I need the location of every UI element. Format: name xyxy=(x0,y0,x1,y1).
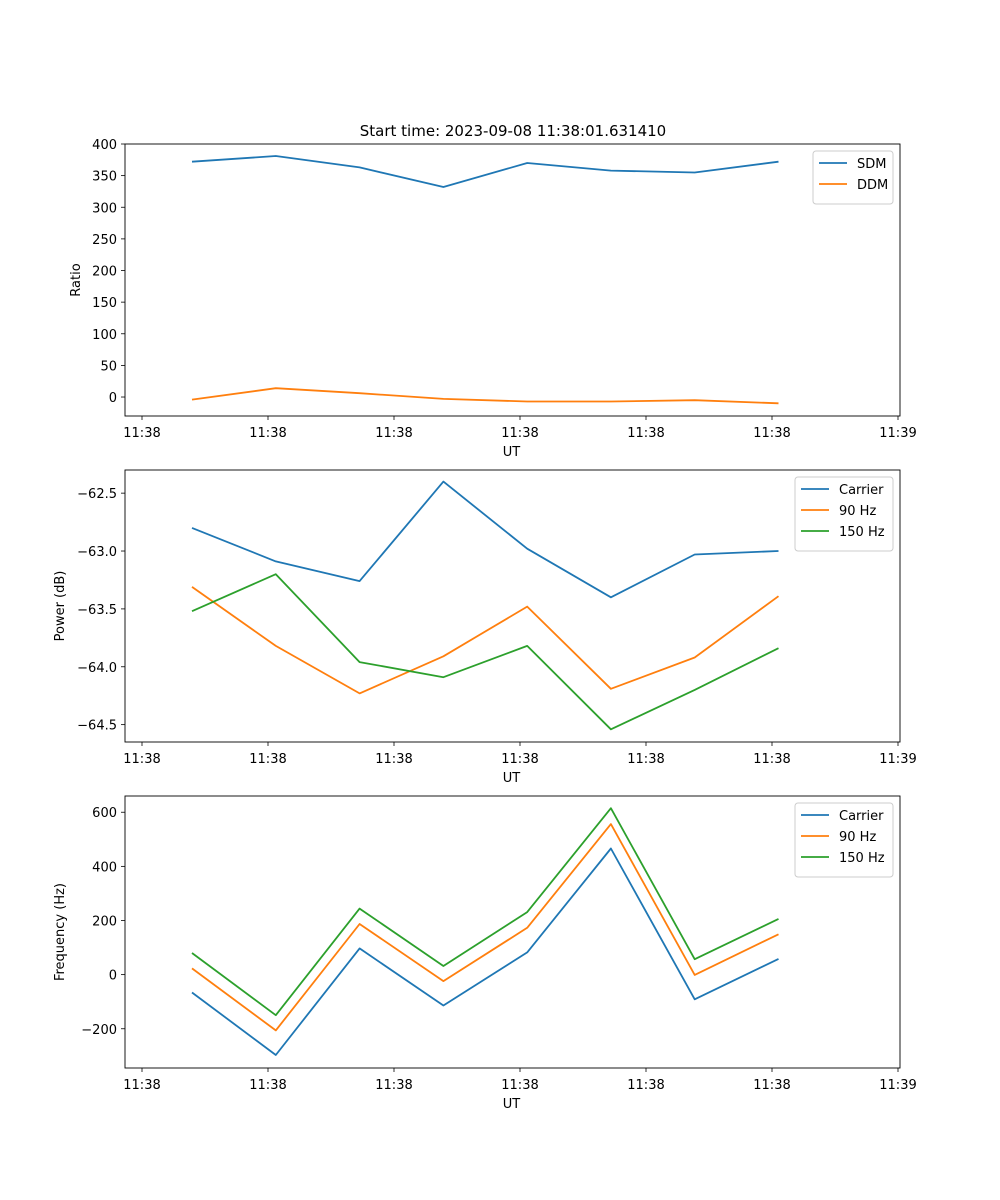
series-line-ddm xyxy=(191,387,779,405)
frequency-chart: 11:38 11:38 11:38 11:38 11:38 11:38 11:39 −200 0… xyxy=(53,795,917,1112)
plot-frame xyxy=(124,143,901,417)
y-tick-label: 250 xyxy=(92,233,117,248)
y-tick-label: 50 xyxy=(100,359,117,374)
legend-box xyxy=(794,476,894,552)
y-axis-label: Ratio xyxy=(69,263,84,296)
legend-label: 90 Hz xyxy=(839,504,876,519)
x-tick-label: 11:39 xyxy=(879,1078,916,1093)
legend-box xyxy=(812,150,894,205)
y-tick-label: 300 xyxy=(92,201,117,216)
y-tick-label: 0 xyxy=(109,969,117,984)
y-tick-label: −64.5 xyxy=(77,719,117,734)
x-tick-label: 11:38 xyxy=(627,752,664,767)
x-tick-label: 11:38 xyxy=(249,426,286,441)
y-tick-label: −200 xyxy=(81,1023,117,1038)
legend-label: 90 Hz xyxy=(839,830,876,845)
legend-label: Carrier xyxy=(839,483,884,498)
legend-box xyxy=(794,802,894,878)
x-tick-label: 11:38 xyxy=(375,426,412,441)
x-tick-label: 11:38 xyxy=(753,1078,790,1093)
series-line-150-hz xyxy=(191,807,779,1017)
y-tick-label: 150 xyxy=(92,296,117,311)
y-tick-label: −62.5 xyxy=(77,487,117,502)
ratio-chart: 11:38 11:38 11:38 11:38 11:38 11:38 11:39 0 50 10… xyxy=(69,138,917,460)
y-tick-label: −63.5 xyxy=(77,603,117,618)
power-chart: 11:38 11:38 11:38 11:38 11:38 11:38 11:39 −64.5… xyxy=(53,469,917,786)
legend-label: SDM xyxy=(857,157,886,172)
y-tick-label: 200 xyxy=(92,265,117,280)
legend-label: 150 Hz xyxy=(839,851,885,866)
x-tick-label: 11:38 xyxy=(375,752,412,767)
x-tick-label: 11:38 xyxy=(375,1078,412,1093)
figure-title: Start time: 2023-09-08 11:38:01.631410 xyxy=(360,122,666,140)
y-tick-label: 600 xyxy=(92,806,117,821)
legend-label: Carrier xyxy=(839,809,884,824)
x-tick-label: 11:38 xyxy=(753,752,790,767)
series-line-carrier xyxy=(191,847,779,1056)
legend-label: DDM xyxy=(857,178,888,193)
x-tick-label: 11:38 xyxy=(123,426,160,441)
series-line-sdm xyxy=(191,155,779,188)
x-tick-label: 11:38 xyxy=(753,426,790,441)
series-line-90-hz xyxy=(191,586,780,695)
x-tick-label: 11:38 xyxy=(501,426,538,441)
y-tick-label: 400 xyxy=(92,138,117,153)
x-tick-label: 11:38 xyxy=(249,752,286,767)
x-tick-label: 11:38 xyxy=(627,426,664,441)
legend-label: 150 Hz xyxy=(839,525,885,540)
series-line-150-hz xyxy=(191,573,779,731)
y-tick-label: −63.0 xyxy=(77,545,117,560)
x-tick-label: 11:38 xyxy=(501,1078,538,1093)
y-axis-label: Power (dB) xyxy=(53,571,68,642)
x-axis-label: UT xyxy=(503,771,521,786)
x-tick-label: 11:38 xyxy=(501,752,538,767)
x-tick-label: 11:39 xyxy=(879,752,916,767)
plot-frame xyxy=(124,469,901,743)
series-line-carrier xyxy=(191,480,779,599)
x-tick-label: 11:38 xyxy=(123,752,160,767)
plot-frame xyxy=(124,795,901,1069)
x-axis-label: UT xyxy=(503,445,521,460)
y-tick-label: 400 xyxy=(92,860,117,875)
y-tick-label: −64.0 xyxy=(77,661,117,676)
x-tick-label: 11:38 xyxy=(627,1078,664,1093)
y-tick-label: 100 xyxy=(92,328,117,343)
y-tick-label: 350 xyxy=(92,170,117,185)
y-tick-label: 200 xyxy=(92,914,117,929)
series-line-90-hz xyxy=(191,823,779,1032)
x-axis-label: UT xyxy=(503,1097,521,1112)
y-tick-label: 0 xyxy=(109,391,117,406)
x-tick-label: 11:38 xyxy=(123,1078,160,1093)
y-axis-label: Frequency (Hz) xyxy=(53,883,68,981)
x-tick-label: 11:38 xyxy=(249,1078,286,1093)
x-tick-label: 11:39 xyxy=(879,426,916,441)
